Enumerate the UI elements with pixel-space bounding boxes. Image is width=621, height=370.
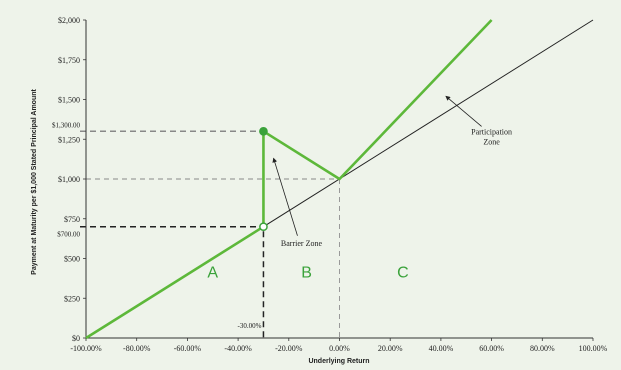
y-axis-title: Payment at Maturity per $1,000 Stated Pr… — [31, 88, 38, 274]
barrier-zone-label: Barrier Zone — [281, 239, 323, 248]
label-minus30: -30.00% — [238, 322, 262, 330]
label-700: $700.00 — [57, 231, 80, 239]
y-tick-label: $1,500 — [58, 96, 80, 105]
y-tick-label: $1,750 — [58, 56, 80, 65]
x-tick-label: 20.00% — [378, 344, 403, 353]
x-tick-label: 80.00% — [530, 344, 555, 353]
x-tick-label: 40.00% — [429, 344, 454, 353]
x-tick-label: -100.00% — [70, 344, 102, 353]
tick-labels: $0 $250 $500 $750 $1,000 $1,250 $1,500 $1,750 $2… — [52, 16, 608, 353]
y-tick-label: $2,000 — [58, 16, 80, 25]
zone-label-c: C — [397, 265, 409, 282]
y-tick-label: $250 — [64, 294, 80, 303]
marker-open — [259, 222, 268, 232]
x-tick-label: -60.00% — [174, 344, 202, 353]
y-tick-label: $750 — [64, 215, 80, 224]
reference-lines — [80, 130, 340, 338]
x-tick-label: -80.00% — [123, 344, 151, 353]
series-group — [85, 19, 594, 340]
x-tick-label: -40.00% — [224, 344, 252, 353]
x-tick-label: -20.00% — [275, 344, 303, 353]
participation-zone-label: Participation — [471, 127, 512, 136]
participation-zone-arrow — [445, 95, 482, 127]
y-tick-label: $1,000 — [58, 175, 80, 184]
x-tick-label: 0.00% — [329, 344, 350, 353]
participation-zone-label-line2: Zone — [483, 137, 500, 146]
y-tick-label: $500 — [64, 255, 80, 264]
axes — [83, 19, 594, 341]
marker-filled — [259, 126, 268, 136]
x-tick-label: 100.00% — [579, 344, 608, 353]
x-axis-title: Underlying Return — [308, 358, 369, 365]
zone-label-b: B — [301, 265, 312, 282]
y-tick-label: $1,250 — [58, 135, 80, 144]
x-tick-label: 60.00% — [479, 344, 504, 353]
label-1300: $1,300.00 — [52, 121, 81, 129]
zone-label-a: A — [207, 265, 218, 282]
y-tick-label: $0 — [72, 334, 80, 343]
barrier-zone-arrow — [272, 157, 298, 236]
